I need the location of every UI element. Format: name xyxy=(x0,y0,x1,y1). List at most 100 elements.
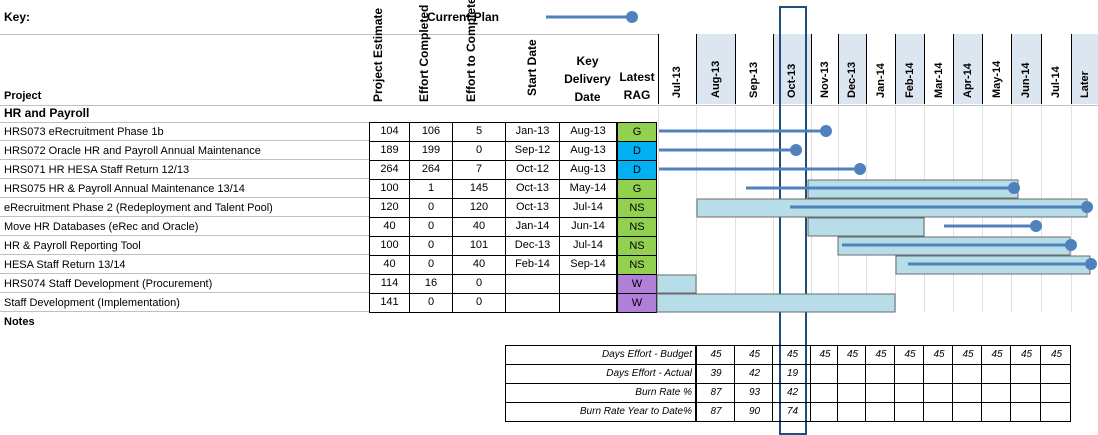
project-estimate: 189 xyxy=(380,144,399,156)
summary-value: 45 xyxy=(962,349,974,360)
summary-cell: 42 xyxy=(734,364,773,384)
table-row: HRS071 HR HESA Staff Return 12/13 264 26… xyxy=(0,160,657,180)
rag-status: NS xyxy=(617,236,657,256)
summary-cell xyxy=(952,383,982,403)
summary-cell xyxy=(981,364,1011,384)
summary-cell xyxy=(865,402,895,422)
summary-cell xyxy=(1040,402,1071,422)
summary-cell xyxy=(923,402,953,422)
effort-to-complete: 145 xyxy=(469,182,489,194)
summary-label-cell: Burn Rate Year to Date% xyxy=(505,402,697,422)
project-name: HRS074 Staff Development (Procurement) xyxy=(4,277,213,290)
summary-label-cell: Burn Rate % xyxy=(505,383,697,403)
start-date: Jan-14 xyxy=(515,220,550,232)
effort-to-complete: 120 xyxy=(469,201,489,213)
table-row: HR & Payroll Reporting Tool 100 0 101 De… xyxy=(0,236,657,256)
month-header-apr-14: Apr-14 xyxy=(953,34,982,104)
current-month-highlight xyxy=(779,6,807,435)
summary-cell xyxy=(894,402,924,422)
month-header-jul-14: Jul-14 xyxy=(1041,34,1071,104)
summary-cell: 74 xyxy=(772,402,811,422)
effort-to-complete: 40 xyxy=(472,258,486,270)
effort-completed: 16 xyxy=(424,277,438,289)
summary-cell xyxy=(865,364,895,384)
summary-value: 39 xyxy=(710,368,722,379)
summary-cell: 90 xyxy=(734,402,773,422)
project-estimate: 120 xyxy=(380,201,399,213)
summary-value: 45 xyxy=(748,349,761,360)
summary-cell: 42 xyxy=(772,383,811,403)
month-header-mar-14: Mar-14 xyxy=(924,34,953,104)
project-name: HRS073 eRecruitment Phase 1b xyxy=(4,125,164,138)
start-date: Oct-13 xyxy=(515,201,549,213)
summary-value: 45 xyxy=(710,349,722,360)
month-header-feb-14: Feb-14 xyxy=(895,34,924,104)
effort-completed: 0 xyxy=(427,220,435,232)
key-delivery-date: Aug-13 xyxy=(570,125,606,137)
summary-cell: 45 xyxy=(837,345,866,365)
project-name: Move HR Databases (eRec and Oracle) xyxy=(4,220,199,233)
effort-completed: 0 xyxy=(427,239,435,251)
project-name: eRecruitment Phase 2 (Redeployment and T… xyxy=(4,201,273,214)
project-name: Staff Development (Implementation) xyxy=(4,296,180,309)
effort-to-complete: 5 xyxy=(475,125,483,137)
current-plan-label: Current Plan xyxy=(427,10,500,24)
notes-label: Notes xyxy=(4,316,35,328)
effort-to-complete: 101 xyxy=(469,239,489,251)
section-title: HR and Payroll xyxy=(4,106,90,120)
project-estimate: 141 xyxy=(380,296,399,308)
summary-cell xyxy=(981,383,1011,403)
summary-cell: 45 xyxy=(981,345,1011,365)
summary-cell: 45 xyxy=(923,345,953,365)
header-row xyxy=(0,34,1098,106)
project-estimate: 104 xyxy=(380,125,399,137)
summary-value: 87 xyxy=(710,406,722,417)
month-header-jul-13: Jul-13 xyxy=(658,34,696,104)
summary-cell xyxy=(923,364,953,384)
project-estimate: 114 xyxy=(380,277,399,289)
start-date: Dec-13 xyxy=(514,239,551,251)
rag-status: W xyxy=(617,293,657,313)
latest-rag-header: Latest RAG xyxy=(619,70,655,102)
project-estimate: 100 xyxy=(380,182,399,194)
project-name: HRS075 HR & Payroll Annual Maintenance 1… xyxy=(4,182,245,195)
summary-value: 45 xyxy=(991,349,1003,360)
summary-cell: 45 xyxy=(772,345,811,365)
summary-cell: 45 xyxy=(1010,345,1041,365)
key-delivery-date: Sep-14 xyxy=(570,258,606,270)
summary-value: 90 xyxy=(748,406,761,417)
summary-label-cell: Days Effort - Budget xyxy=(505,345,697,365)
project-estimate: 264 xyxy=(380,163,399,175)
project-estimate: 40 xyxy=(383,220,396,232)
key-delivery-date: Jul-14 xyxy=(573,239,603,251)
summary-value: 45 xyxy=(1050,349,1063,360)
summary-cell: 45 xyxy=(894,345,924,365)
plan-line xyxy=(908,258,1097,270)
summary-value: 19 xyxy=(786,368,799,379)
plan-line xyxy=(746,182,1020,194)
summary-cell: 87 xyxy=(695,402,735,422)
plan-line xyxy=(659,144,802,156)
summary-value: 45 xyxy=(904,349,916,360)
summary-cell xyxy=(810,383,838,403)
summary-value: 42 xyxy=(786,387,799,398)
plan-line xyxy=(842,239,1077,251)
project-name: HR & Payroll Reporting Tool xyxy=(4,239,141,252)
key-label: Key: xyxy=(4,10,31,24)
summary-value: 45 xyxy=(786,349,799,360)
summary-cell: 45 xyxy=(810,345,838,365)
summary-cell xyxy=(837,402,866,422)
effort-to-complete: 40 xyxy=(472,220,486,232)
project-estimate: 100 xyxy=(380,239,399,251)
rag-status: NS xyxy=(617,198,657,218)
summary-cell xyxy=(952,364,982,384)
summary-cell xyxy=(894,364,924,384)
effort-completed: 106 xyxy=(421,125,441,137)
summary-cell xyxy=(1010,402,1041,422)
summary-cell xyxy=(810,364,838,384)
summary-label-cell: Days Effort - Actual xyxy=(505,364,697,384)
summary-cell: 45 xyxy=(952,345,982,365)
summary-cell xyxy=(865,383,895,403)
gantt-bar xyxy=(807,217,925,237)
summary-cell: 87 xyxy=(695,383,735,403)
